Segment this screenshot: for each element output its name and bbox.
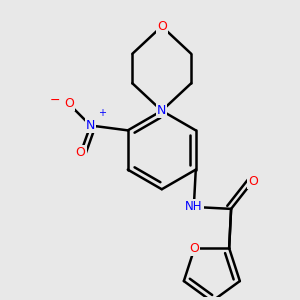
Text: O: O: [157, 20, 167, 33]
Text: O: O: [190, 242, 200, 255]
Text: N: N: [86, 119, 95, 132]
Text: O: O: [248, 175, 258, 188]
Text: O: O: [64, 98, 74, 110]
Text: NH: NH: [185, 200, 202, 213]
Text: O: O: [76, 146, 85, 159]
Text: +: +: [98, 108, 106, 118]
Text: N: N: [157, 104, 167, 117]
Text: −: −: [50, 93, 60, 106]
